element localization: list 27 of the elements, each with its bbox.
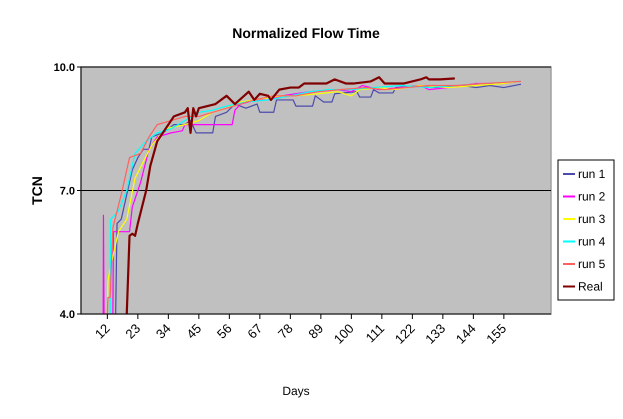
legend-label: run 3 [578, 212, 606, 226]
x-tick-label: 23 [122, 320, 144, 342]
x-tick-label: 67 [244, 320, 266, 342]
y-axis-title: TCN [29, 176, 45, 205]
x-tick-label: 144 [452, 320, 479, 347]
legend-label: Real [578, 280, 603, 294]
x-axis-title: Days [282, 384, 310, 398]
legend-label: run 5 [578, 257, 606, 272]
x-tick-label: 89 [305, 320, 326, 342]
line-series [126, 76, 456, 314]
y-tick-label: 7.0 [60, 185, 75, 198]
chart-title: Normalized Flow Time [232, 25, 380, 41]
x-tick-label: 111 [362, 320, 388, 346]
y-tick-label: 4.0 [60, 308, 75, 321]
x-tick-label: 133 [422, 320, 448, 347]
x-tick-label: 78 [274, 320, 296, 342]
legend-label: run 1 [578, 167, 606, 182]
legend-label: run 2 [578, 190, 606, 204]
y-tick-label: 10.0 [54, 62, 75, 74]
x-tick-label: 155 [483, 320, 510, 347]
x-tick-label: 56 [214, 320, 235, 342]
x-tick-label: 122 [392, 320, 418, 347]
x-tick-label: 34 [152, 320, 174, 342]
x-tick-label: 45 [183, 320, 204, 342]
x-tick-label: 12 [92, 320, 113, 342]
x-tick-label: 100 [330, 320, 357, 347]
legend-label: run 4 [578, 234, 606, 249]
